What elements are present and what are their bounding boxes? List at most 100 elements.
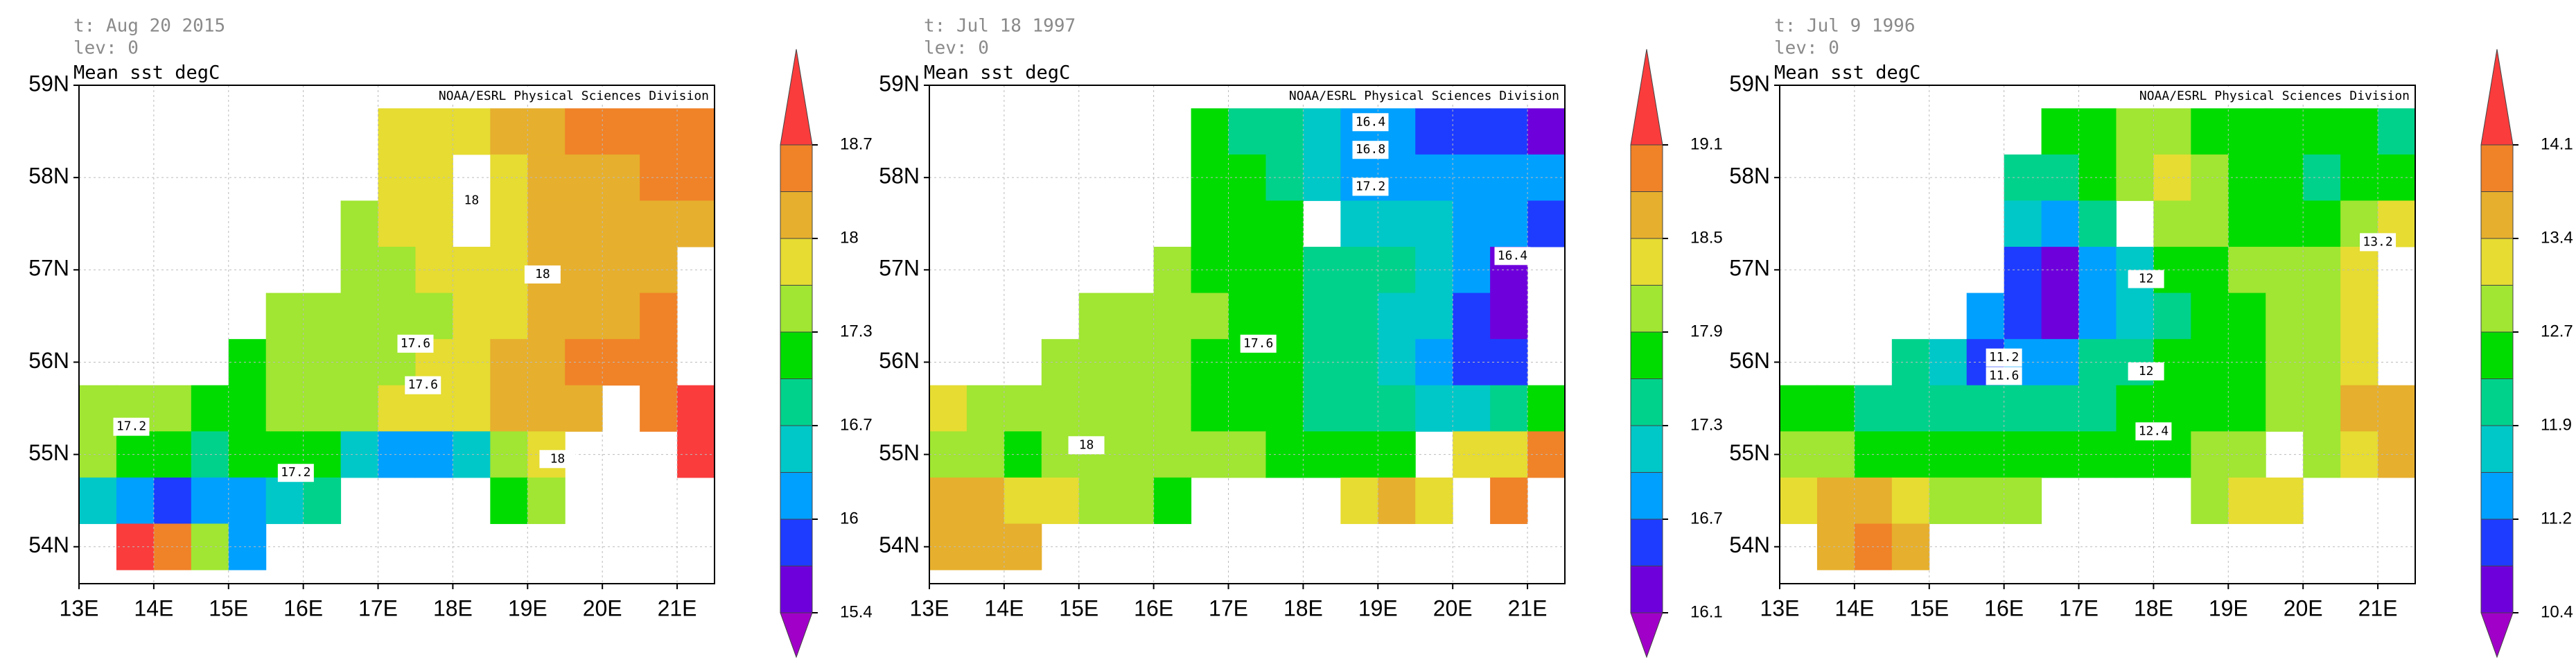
colorbar-band <box>2480 331 2514 379</box>
sst-cell <box>1265 200 1304 247</box>
colorbar-label: 11.2 <box>2541 509 2572 528</box>
sst-cell <box>1854 477 1893 524</box>
colorbar-label: 17.3 <box>840 322 873 340</box>
x-tick-label: 13E <box>60 595 99 620</box>
plot-title: Mean sst degC <box>1774 62 1920 84</box>
sst-cell <box>2041 200 2080 247</box>
colorbar-band <box>780 472 813 520</box>
plot-frame <box>78 85 715 584</box>
colorbar-band <box>2480 191 2514 239</box>
x-tick-label: 19E <box>508 595 547 620</box>
sst-cell <box>1490 200 1528 247</box>
y-tick-label: 55N <box>879 440 920 465</box>
sst-cell <box>2266 293 2304 340</box>
contour-label: 17.2 <box>116 419 146 434</box>
sst-cell <box>527 200 566 247</box>
x-tick-label: 16E <box>1134 595 1173 620</box>
sst-cell <box>1191 108 1229 155</box>
sst-cell <box>640 200 678 247</box>
x-tick-label: 21E <box>1508 595 1548 620</box>
sst-cell <box>453 385 491 432</box>
colorbar-band <box>2480 425 2514 473</box>
sst-cell <box>340 293 379 340</box>
colorbar-band <box>780 518 813 566</box>
sst-cell <box>1303 108 1341 155</box>
sst-cell <box>153 477 192 524</box>
colorbar-label: 15.4 <box>840 602 873 621</box>
colorbar-band <box>2480 144 2514 192</box>
sst-cell <box>2378 385 2416 432</box>
x-tick-label: 14E <box>134 595 173 620</box>
sst-cell <box>1191 200 1229 247</box>
sst-cell <box>2078 385 2117 432</box>
credit-text: NOAA/ESRL Physical Sciences Division <box>439 89 709 103</box>
sst-cell <box>453 293 491 340</box>
x-tick-label: 14E <box>1834 595 1874 620</box>
sst-cell <box>1041 385 1080 432</box>
contour-label-box <box>2128 270 2164 288</box>
sst-cell <box>1340 293 1378 340</box>
contour-label: 11.6 <box>1989 368 2019 383</box>
sst-cell <box>1816 477 1855 524</box>
sst-cell <box>490 385 528 432</box>
x-tick-label: 19E <box>1358 595 1398 620</box>
sst-cell <box>677 108 715 155</box>
sst-cell <box>490 477 528 524</box>
colorbar-band <box>2480 378 2514 426</box>
colorbar-label: 17.9 <box>1690 322 1723 340</box>
sst-cell <box>929 385 967 432</box>
sst-cell <box>1153 293 1192 340</box>
x-tick-label: 17E <box>2059 595 2099 620</box>
sst-cell <box>415 293 453 340</box>
header-text: lev: 0 <box>1774 38 1839 59</box>
sst-cell <box>1191 293 1229 340</box>
sst-cell <box>1116 385 1155 432</box>
sst-cell <box>2191 293 2229 340</box>
colorbar-band <box>2480 566 2514 613</box>
colorbar-band <box>780 238 813 286</box>
colorbar-band <box>780 191 813 239</box>
sst-cell <box>2266 385 2304 432</box>
sst-cell <box>2191 108 2229 155</box>
contour-label-box <box>2135 422 2172 441</box>
sst-cell <box>2078 293 2117 340</box>
sst-cell <box>1340 477 1378 524</box>
sst-cell <box>966 385 1005 432</box>
y-tick-label: 54N <box>1729 532 1770 557</box>
colorbar-band <box>2480 472 2514 520</box>
contour-label-box <box>2360 233 2397 252</box>
sst-cell <box>640 108 678 155</box>
colorbar-band <box>1630 144 1663 192</box>
sst-cell <box>1854 385 1893 432</box>
sst-cell <box>1378 200 1416 247</box>
colorbar-band <box>780 566 813 613</box>
colorbar-band <box>780 425 813 473</box>
colorbar-label: 10.4 <box>2541 602 2573 621</box>
contour-label-box <box>1494 247 1531 265</box>
sst-cell <box>1228 108 1266 155</box>
sst-cell <box>1191 385 1229 432</box>
header-text: t: Jul 18 1997 <box>924 16 1076 37</box>
contour-label: 16.4 <box>1356 114 1385 129</box>
sst-cell <box>565 200 603 247</box>
sst-cell <box>1527 200 1566 247</box>
sst-cell <box>2228 200 2266 247</box>
sst-cell <box>1378 293 1416 340</box>
sst-cell <box>2041 293 2080 340</box>
sst-cell <box>415 108 453 155</box>
sst-cell <box>1490 108 1528 155</box>
contour-label-box <box>539 450 576 469</box>
y-tick-label: 59N <box>879 71 920 96</box>
sst-cell <box>1780 477 1818 524</box>
colorbar-label: 13.4 <box>2541 228 2573 247</box>
sst-cell <box>1415 385 1453 432</box>
contour-label-box <box>277 464 314 482</box>
sst-cell <box>1929 339 1968 386</box>
colorbar-band <box>1630 425 1663 473</box>
sst-cell <box>153 385 192 432</box>
sst-cell <box>79 385 117 432</box>
sst-cell <box>1153 385 1192 432</box>
colorbar-label: 16 <box>840 509 859 528</box>
sst-cell <box>1303 293 1341 340</box>
sst-cell <box>1228 385 1266 432</box>
